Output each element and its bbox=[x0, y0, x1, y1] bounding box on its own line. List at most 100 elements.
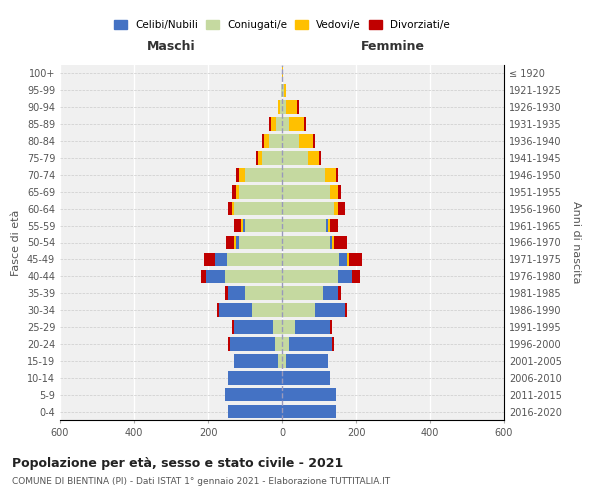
Bar bbox=[243, 219, 245, 232]
Bar bbox=[206, 270, 224, 283]
Bar bbox=[236, 185, 239, 198]
Bar bbox=[239, 185, 282, 198]
Bar bbox=[253, 304, 282, 317]
Bar bbox=[234, 236, 236, 250]
Bar bbox=[232, 185, 236, 198]
Bar bbox=[323, 286, 337, 300]
Bar bbox=[245, 219, 282, 232]
Bar bbox=[282, 337, 289, 350]
Bar bbox=[286, 100, 297, 114]
Bar bbox=[282, 354, 286, 368]
Bar bbox=[227, 252, 282, 266]
Bar bbox=[275, 337, 282, 350]
Bar bbox=[282, 134, 299, 148]
Bar bbox=[256, 151, 258, 164]
Bar bbox=[262, 134, 263, 148]
Bar bbox=[304, 118, 306, 131]
Bar bbox=[204, 252, 215, 266]
Bar bbox=[278, 354, 282, 368]
Bar bbox=[316, 304, 345, 317]
Bar bbox=[219, 304, 253, 317]
Bar bbox=[263, 134, 269, 148]
Bar bbox=[232, 320, 234, 334]
Bar bbox=[269, 134, 282, 148]
Bar bbox=[282, 118, 289, 131]
Bar bbox=[282, 202, 334, 215]
Bar bbox=[234, 320, 273, 334]
Bar bbox=[224, 388, 282, 402]
Bar bbox=[262, 151, 282, 164]
Bar bbox=[234, 354, 278, 368]
Bar bbox=[337, 202, 345, 215]
Bar bbox=[352, 270, 360, 283]
Bar bbox=[215, 252, 227, 266]
Bar bbox=[236, 168, 239, 181]
Bar bbox=[227, 236, 234, 250]
Bar bbox=[277, 118, 282, 131]
Bar bbox=[330, 219, 337, 232]
Bar bbox=[337, 286, 341, 300]
Bar bbox=[334, 202, 337, 215]
Bar bbox=[280, 100, 282, 114]
Bar bbox=[230, 337, 275, 350]
Bar bbox=[332, 236, 334, 250]
Bar bbox=[282, 270, 337, 283]
Bar bbox=[224, 270, 282, 283]
Bar bbox=[282, 219, 326, 232]
Bar bbox=[282, 304, 316, 317]
Bar bbox=[282, 84, 284, 97]
Bar bbox=[334, 236, 347, 250]
Bar bbox=[286, 354, 328, 368]
Bar bbox=[229, 202, 232, 215]
Bar bbox=[337, 185, 341, 198]
Y-axis label: Anni di nascita: Anni di nascita bbox=[571, 201, 581, 284]
Bar bbox=[330, 236, 332, 250]
Bar bbox=[289, 337, 332, 350]
Bar bbox=[282, 236, 330, 250]
Bar bbox=[229, 371, 282, 384]
Bar bbox=[282, 252, 340, 266]
Bar bbox=[273, 320, 282, 334]
Bar bbox=[325, 168, 335, 181]
Bar bbox=[229, 337, 230, 350]
Bar bbox=[282, 286, 323, 300]
Bar bbox=[234, 219, 241, 232]
Bar bbox=[282, 151, 308, 164]
Text: Femmine: Femmine bbox=[361, 40, 425, 53]
Bar bbox=[330, 185, 337, 198]
Bar bbox=[347, 252, 349, 266]
Text: Maschi: Maschi bbox=[146, 40, 196, 53]
Bar bbox=[337, 270, 352, 283]
Bar bbox=[282, 388, 335, 402]
Bar bbox=[349, 252, 362, 266]
Bar bbox=[236, 236, 239, 250]
Bar bbox=[295, 320, 330, 334]
Text: Popolazione per età, sesso e stato civile - 2021: Popolazione per età, sesso e stato civil… bbox=[12, 458, 343, 470]
Bar bbox=[217, 304, 219, 317]
Bar bbox=[239, 236, 282, 250]
Bar bbox=[278, 100, 280, 114]
Bar bbox=[258, 151, 262, 164]
Bar bbox=[224, 286, 229, 300]
Bar bbox=[299, 134, 313, 148]
Bar bbox=[239, 168, 245, 181]
Bar bbox=[284, 84, 286, 97]
Bar bbox=[308, 151, 319, 164]
Bar bbox=[340, 252, 347, 266]
Text: COMUNE DI BIENTINA (PI) - Dati ISTAT 1° gennaio 2021 - Elaborazione TUTTITALIA.I: COMUNE DI BIENTINA (PI) - Dati ISTAT 1° … bbox=[12, 478, 390, 486]
Bar bbox=[282, 185, 330, 198]
Bar bbox=[289, 118, 304, 131]
Bar bbox=[297, 100, 299, 114]
Bar bbox=[271, 118, 277, 131]
Bar bbox=[241, 219, 243, 232]
Bar bbox=[332, 337, 334, 350]
Bar bbox=[313, 134, 316, 148]
Bar bbox=[282, 66, 283, 80]
Bar bbox=[282, 320, 295, 334]
Bar bbox=[229, 286, 245, 300]
Bar bbox=[282, 168, 325, 181]
Bar bbox=[281, 84, 282, 97]
Bar bbox=[326, 219, 328, 232]
Legend: Celibi/Nubili, Coniugati/e, Vedovi/e, Divorziati/e: Celibi/Nubili, Coniugati/e, Vedovi/e, Di… bbox=[111, 17, 453, 34]
Bar bbox=[234, 202, 282, 215]
